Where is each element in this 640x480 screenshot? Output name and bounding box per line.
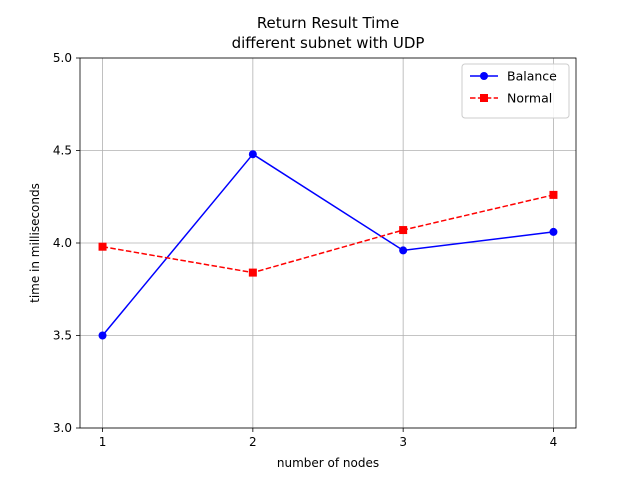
plot-frame <box>79 57 577 429</box>
data-point-normal <box>248 268 257 277</box>
legend-label-normal: Normal <box>507 91 552 106</box>
data-point-normal <box>399 226 408 235</box>
axes: 1 2 3 4 3.0 3.5 4.0 4.5 5.0 <box>53 51 577 449</box>
y-tick-label: 3.0 <box>53 421 72 435</box>
x-tick-label: 2 <box>249 435 257 449</box>
data-point-balance <box>98 331 107 340</box>
x-tick-label: 3 <box>399 435 407 449</box>
legend-marker-normal <box>480 94 488 102</box>
chart-subtitle: different subnet with UDP <box>232 34 425 52</box>
series-line-normal <box>102 194 554 274</box>
x-tick-label: 1 <box>99 435 107 449</box>
y-tick-label: 5.0 <box>53 51 72 65</box>
data-point-normal <box>549 190 558 199</box>
legend-marker-balance <box>480 72 488 80</box>
series-layer <box>98 150 558 340</box>
legend-box <box>461 63 570 119</box>
chart-title: Return Result Time <box>257 14 399 32</box>
data-point-balance <box>399 246 408 255</box>
y-tick-label: 4.5 <box>53 144 72 158</box>
data-point-balance <box>549 227 558 236</box>
x-tick-label: 4 <box>550 435 558 449</box>
x-axis-label: number of nodes <box>277 456 379 470</box>
legend: Balance Normal <box>461 63 570 119</box>
y-tick-label: 4.0 <box>53 236 72 250</box>
y-tick-label: 3.5 <box>53 329 72 343</box>
y-axis-label: time in milliseconds <box>28 183 42 303</box>
series-line-balance <box>101 153 554 336</box>
legend-label-balance: Balance <box>507 69 557 84</box>
data-point-normal <box>98 242 107 251</box>
data-point-balance <box>248 150 257 159</box>
